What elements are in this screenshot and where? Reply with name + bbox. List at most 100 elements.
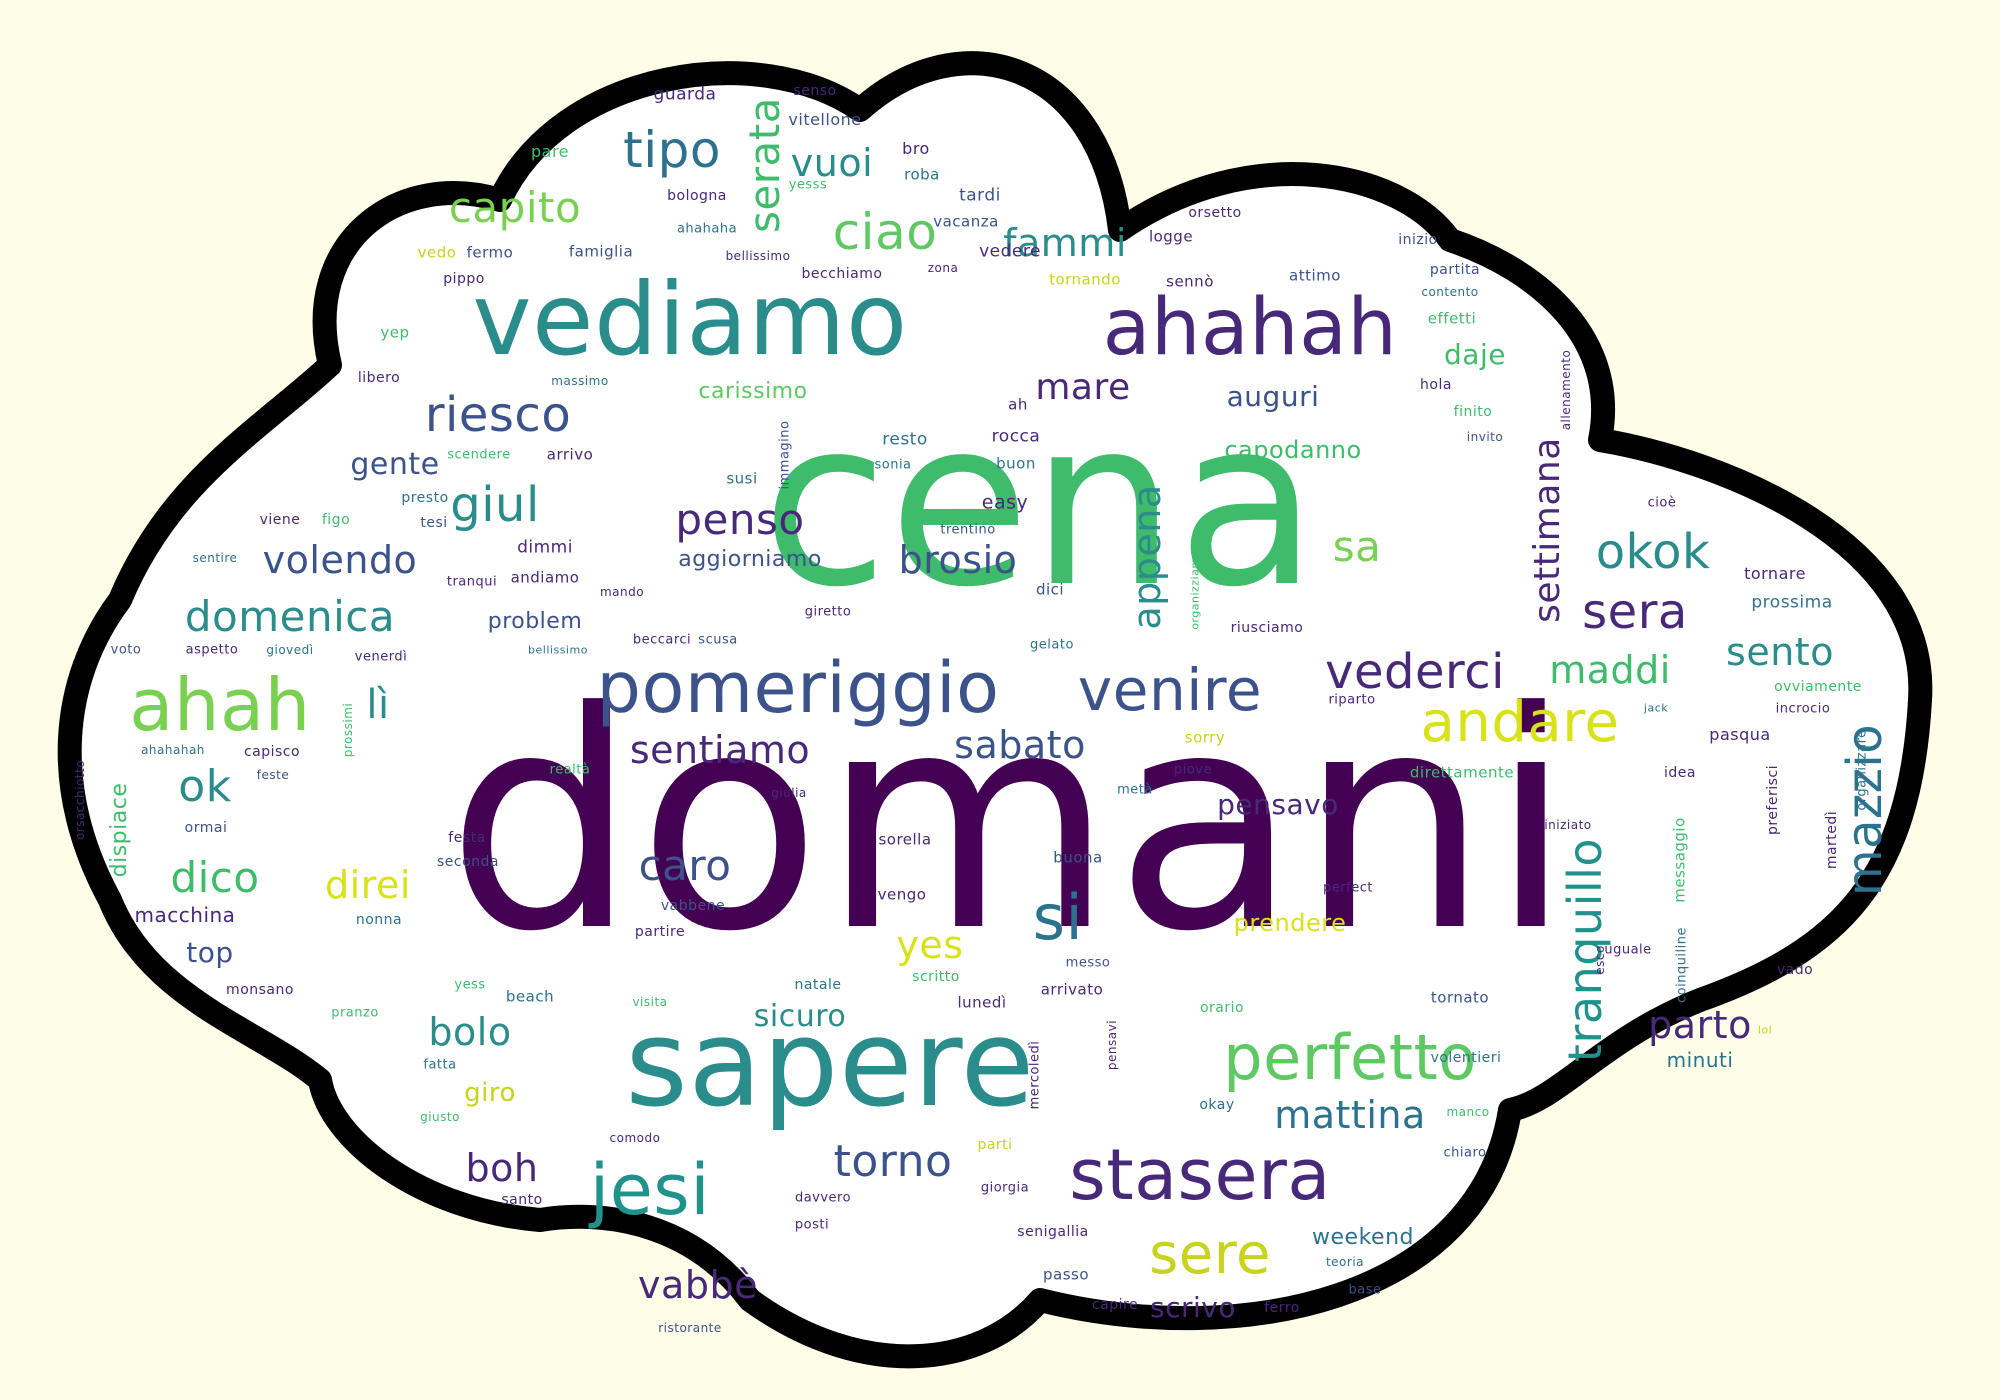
word-vabbene: vabbene: [660, 898, 726, 914]
word-senso: senso: [793, 83, 837, 99]
word-comodo: comodo: [609, 1131, 661, 1145]
word-giorgia: giorgia: [980, 1180, 1030, 1196]
word-mattina: mattina: [1274, 1093, 1426, 1137]
word-okok: okok: [1595, 524, 1711, 580]
word-giusto: giusto: [420, 1110, 460, 1124]
word-voto: voto: [110, 642, 142, 658]
word-bellissimo: bellissimo: [725, 249, 791, 263]
word-sorella: sorella: [878, 830, 932, 849]
word-sorry: sorry: [1184, 728, 1226, 747]
word-scendere: scendere: [447, 447, 511, 463]
word-trentino: trentino: [940, 522, 996, 538]
word-sicuro: sicuro: [753, 999, 847, 1034]
word-guarda: guarda: [653, 84, 717, 105]
word-ah: ah: [1008, 395, 1028, 414]
word-buona: buona: [1053, 848, 1103, 867]
word-pensavo: pensavo: [1217, 788, 1339, 821]
word-yess: yess: [454, 977, 486, 993]
word-giretto: giretto: [804, 604, 852, 620]
word-bolo: bolo: [428, 1010, 512, 1054]
word-andare: andare: [1420, 690, 1620, 755]
word-susi: susi: [726, 469, 758, 488]
word-venire: venire: [1077, 656, 1263, 724]
word-hola: hola: [1420, 377, 1452, 393]
word-easy: easy: [981, 491, 1029, 514]
word-ristorante: ristorante: [658, 1321, 722, 1335]
word-senigallia: senigallia: [1017, 1224, 1089, 1240]
word-scritto: scritto: [912, 969, 960, 985]
word-parto: parto: [1648, 1003, 1752, 1047]
word-vacanza: vacanza: [933, 212, 999, 231]
word-buon: buon: [996, 454, 1036, 473]
word-jack: jack: [1643, 701, 1669, 715]
word-gelato: gelato: [1030, 637, 1074, 653]
word-giro: giro: [464, 1078, 516, 1108]
word-vuoi: vuoi: [790, 141, 874, 185]
word-gente: gente: [350, 447, 440, 482]
word-sentire: sentire: [192, 551, 238, 565]
word-giovedi: giovedì: [266, 643, 314, 657]
word-martedi: martedì: [1824, 810, 1840, 870]
word-coinquiline: coinquiline: [1674, 926, 1690, 1004]
word-manco: manco: [1446, 1105, 1490, 1119]
word-scrivo: scrivo: [1150, 1291, 1236, 1324]
word-arrivo: arrivo: [546, 445, 594, 464]
word-prossimi: prossimi: [341, 702, 355, 758]
word-ormai: ormai: [184, 820, 228, 836]
word-direttamente: direttamente: [1409, 763, 1515, 782]
word-andiamo: andiamo: [510, 568, 580, 587]
word-caro: caro: [638, 841, 732, 890]
word-scusa: scusa: [698, 632, 738, 648]
word-arrivato: arrivato: [1040, 980, 1104, 999]
word-weekend: weekend: [1312, 1225, 1414, 1250]
word-pare: pare: [530, 142, 570, 161]
word-famiglia: famiglia: [568, 242, 634, 261]
word-bologna: bologna: [667, 188, 727, 204]
word-uguale: uguale: [1604, 942, 1652, 958]
word-allenamento: allenamento: [1559, 349, 1573, 431]
word-domani: domani: [446, 648, 1574, 997]
word-bro: bro: [902, 139, 930, 158]
word-zona: zona: [927, 261, 959, 275]
word-realta: realtà: [549, 762, 591, 778]
word-massimo: massimo: [551, 374, 609, 388]
word-viene: viene: [259, 512, 301, 528]
word-si: si: [1032, 881, 1084, 954]
word-finito: finito: [1453, 404, 1493, 420]
word-yes: yes: [896, 923, 964, 967]
word-logge: logge: [1148, 227, 1194, 246]
word-vedo: vedo: [417, 243, 457, 262]
word-sapere: sapere: [625, 995, 1035, 1134]
word-cioe: cioè: [1647, 495, 1677, 511]
word-pasqua: pasqua: [1709, 725, 1771, 744]
word-preferisci: preferisci: [1765, 764, 1781, 836]
word-fatta: fatta: [423, 1057, 457, 1073]
word-tipo: tipo: [623, 121, 721, 179]
word-meta: metà: [1117, 782, 1153, 798]
word-okay: okay: [1199, 1097, 1235, 1113]
word-base: base: [1348, 1282, 1382, 1298]
word-minuti: minuti: [1666, 1048, 1734, 1072]
word-pomeriggio: pomeriggio: [596, 647, 1000, 729]
word-parti: parti: [977, 1137, 1013, 1153]
word-ahahahah: ahahahah: [141, 743, 205, 757]
word-fammi: fammi: [1003, 221, 1127, 265]
word-tornato: tornato: [1430, 988, 1490, 1007]
word-ahahaha: ahahaha: [676, 221, 738, 237]
word-partita: partita: [1429, 262, 1481, 278]
word-becchiamo: becchiamo: [801, 266, 883, 282]
word-presto: presto: [401, 490, 449, 506]
word-festa: festa: [448, 830, 486, 846]
word-yep: yep: [380, 323, 410, 342]
word-orsacchiotto: orsacchiotto: [73, 759, 87, 841]
word-dispiace: dispiace: [107, 782, 132, 878]
word-contento: contento: [1421, 285, 1479, 299]
word-immagino: immagino: [777, 420, 793, 490]
word-vedere: vedere: [979, 241, 1041, 262]
word-organizzare: organizzare: [1854, 729, 1870, 811]
word-appena: appena: [1125, 484, 1169, 630]
word-torno: torno: [833, 1136, 953, 1187]
word-riparto: riparto: [1328, 692, 1376, 708]
word-feste: feste: [256, 768, 290, 782]
